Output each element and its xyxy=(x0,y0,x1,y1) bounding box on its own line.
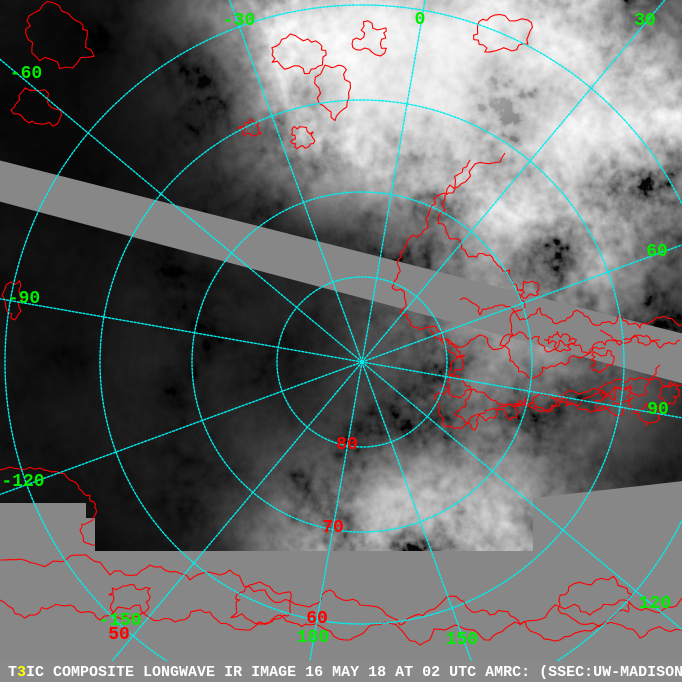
svg-text:-60: -60 xyxy=(10,64,42,84)
svg-text:90: 90 xyxy=(647,400,669,420)
svg-text:0: 0 xyxy=(415,10,426,30)
svg-text:60: 60 xyxy=(646,242,668,262)
svg-text:80: 80 xyxy=(336,435,358,455)
svg-text:150: 150 xyxy=(446,630,478,650)
svg-text:70: 70 xyxy=(322,518,344,538)
svg-text:T3IC COMPOSITE LONGWAVE IR IMA: T3IC COMPOSITE LONGWAVE IR IMAGE 16 MAY … xyxy=(8,664,682,681)
svg-text:180: 180 xyxy=(297,628,329,648)
svg-text:50: 50 xyxy=(108,625,130,645)
svg-text:-90: -90 xyxy=(8,289,40,309)
svg-text:-120: -120 xyxy=(1,472,44,492)
svg-text:60: 60 xyxy=(306,609,328,629)
svg-text:-30: -30 xyxy=(223,11,255,31)
svg-text:120: 120 xyxy=(639,594,671,614)
svg-text:30: 30 xyxy=(634,11,656,31)
